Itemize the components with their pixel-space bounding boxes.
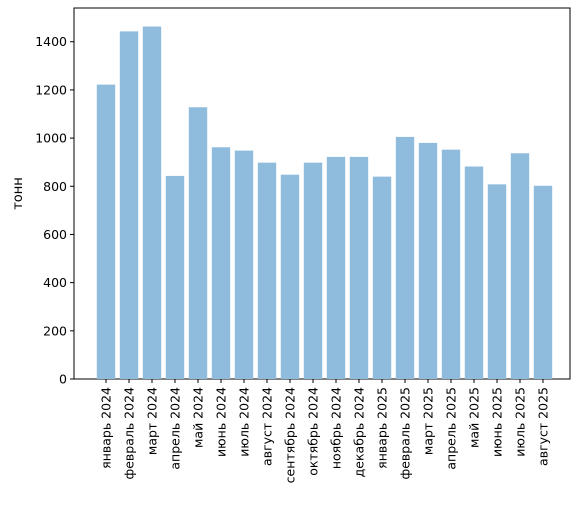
x-tick-label: март 2024: [145, 387, 160, 455]
bar-17: [464, 166, 484, 379]
bars: [96, 26, 553, 380]
y-axis: 0 200 400 600 800 1000 1200 1400: [35, 34, 74, 387]
bar-2: [119, 31, 139, 380]
y-tick-label: 1200: [35, 82, 67, 97]
x-tick-label: февраль 2025: [398, 387, 413, 479]
x-tick-label: июль 2024: [237, 387, 252, 457]
bar-20: [533, 185, 553, 379]
bar-6: [211, 147, 231, 379]
x-tick-label: октябрь 2024: [306, 387, 321, 476]
x-tick-label: апрель 2025: [444, 387, 459, 470]
bar-11: [326, 156, 346, 379]
bar-18: [487, 184, 507, 379]
bar-3: [142, 26, 162, 380]
bar-8: [257, 162, 277, 379]
x-tick-label: май 2025: [467, 387, 482, 448]
x-tick-label: январь 2024: [99, 387, 114, 469]
bar-12: [349, 156, 369, 379]
bar-1: [96, 84, 116, 380]
x-tick-label: февраль 2024: [122, 387, 137, 480]
bar-10: [303, 162, 323, 379]
bar-7: [234, 150, 254, 379]
x-tick-label: август 2025: [536, 387, 551, 466]
x-axis: январь 2024 февраль 2024 март 2024 апрель 2…: [99, 379, 551, 483]
y-tick-label: 1400: [35, 34, 67, 49]
x-tick-label: март 2025: [421, 387, 436, 455]
x-tick-label: июнь 2025: [490, 387, 505, 457]
y-tick-label: 800: [43, 179, 67, 194]
x-tick-label: ноябрь 2024: [329, 387, 344, 469]
x-tick-label: апрель 2024: [168, 387, 183, 470]
bar-15: [418, 142, 438, 379]
x-tick-label: январь 2025: [375, 387, 390, 469]
bar-4: [165, 175, 185, 379]
x-tick-label: сентябрь 2024: [283, 387, 298, 483]
bar-5: [188, 107, 208, 379]
bar-9: [280, 174, 300, 379]
y-tick-label: 600: [43, 227, 67, 242]
y-axis-label: тонн: [11, 177, 26, 210]
bar-14: [395, 136, 415, 379]
y-tick-label: 0: [59, 372, 67, 387]
x-tick-label: май 2024: [191, 387, 206, 448]
x-tick-label: август 2024: [260, 387, 275, 466]
y-tick-label: 200: [43, 323, 67, 338]
x-tick-label: июль 2025: [513, 387, 528, 457]
x-tick-label: июнь 2024: [214, 387, 229, 457]
y-tick-label: 400: [43, 275, 67, 290]
bar-19: [510, 153, 530, 379]
bar-13: [372, 176, 392, 379]
y-tick-label: 1000: [35, 131, 67, 146]
x-tick-label: декабрь 2024: [352, 387, 367, 477]
bar-16: [441, 149, 461, 379]
